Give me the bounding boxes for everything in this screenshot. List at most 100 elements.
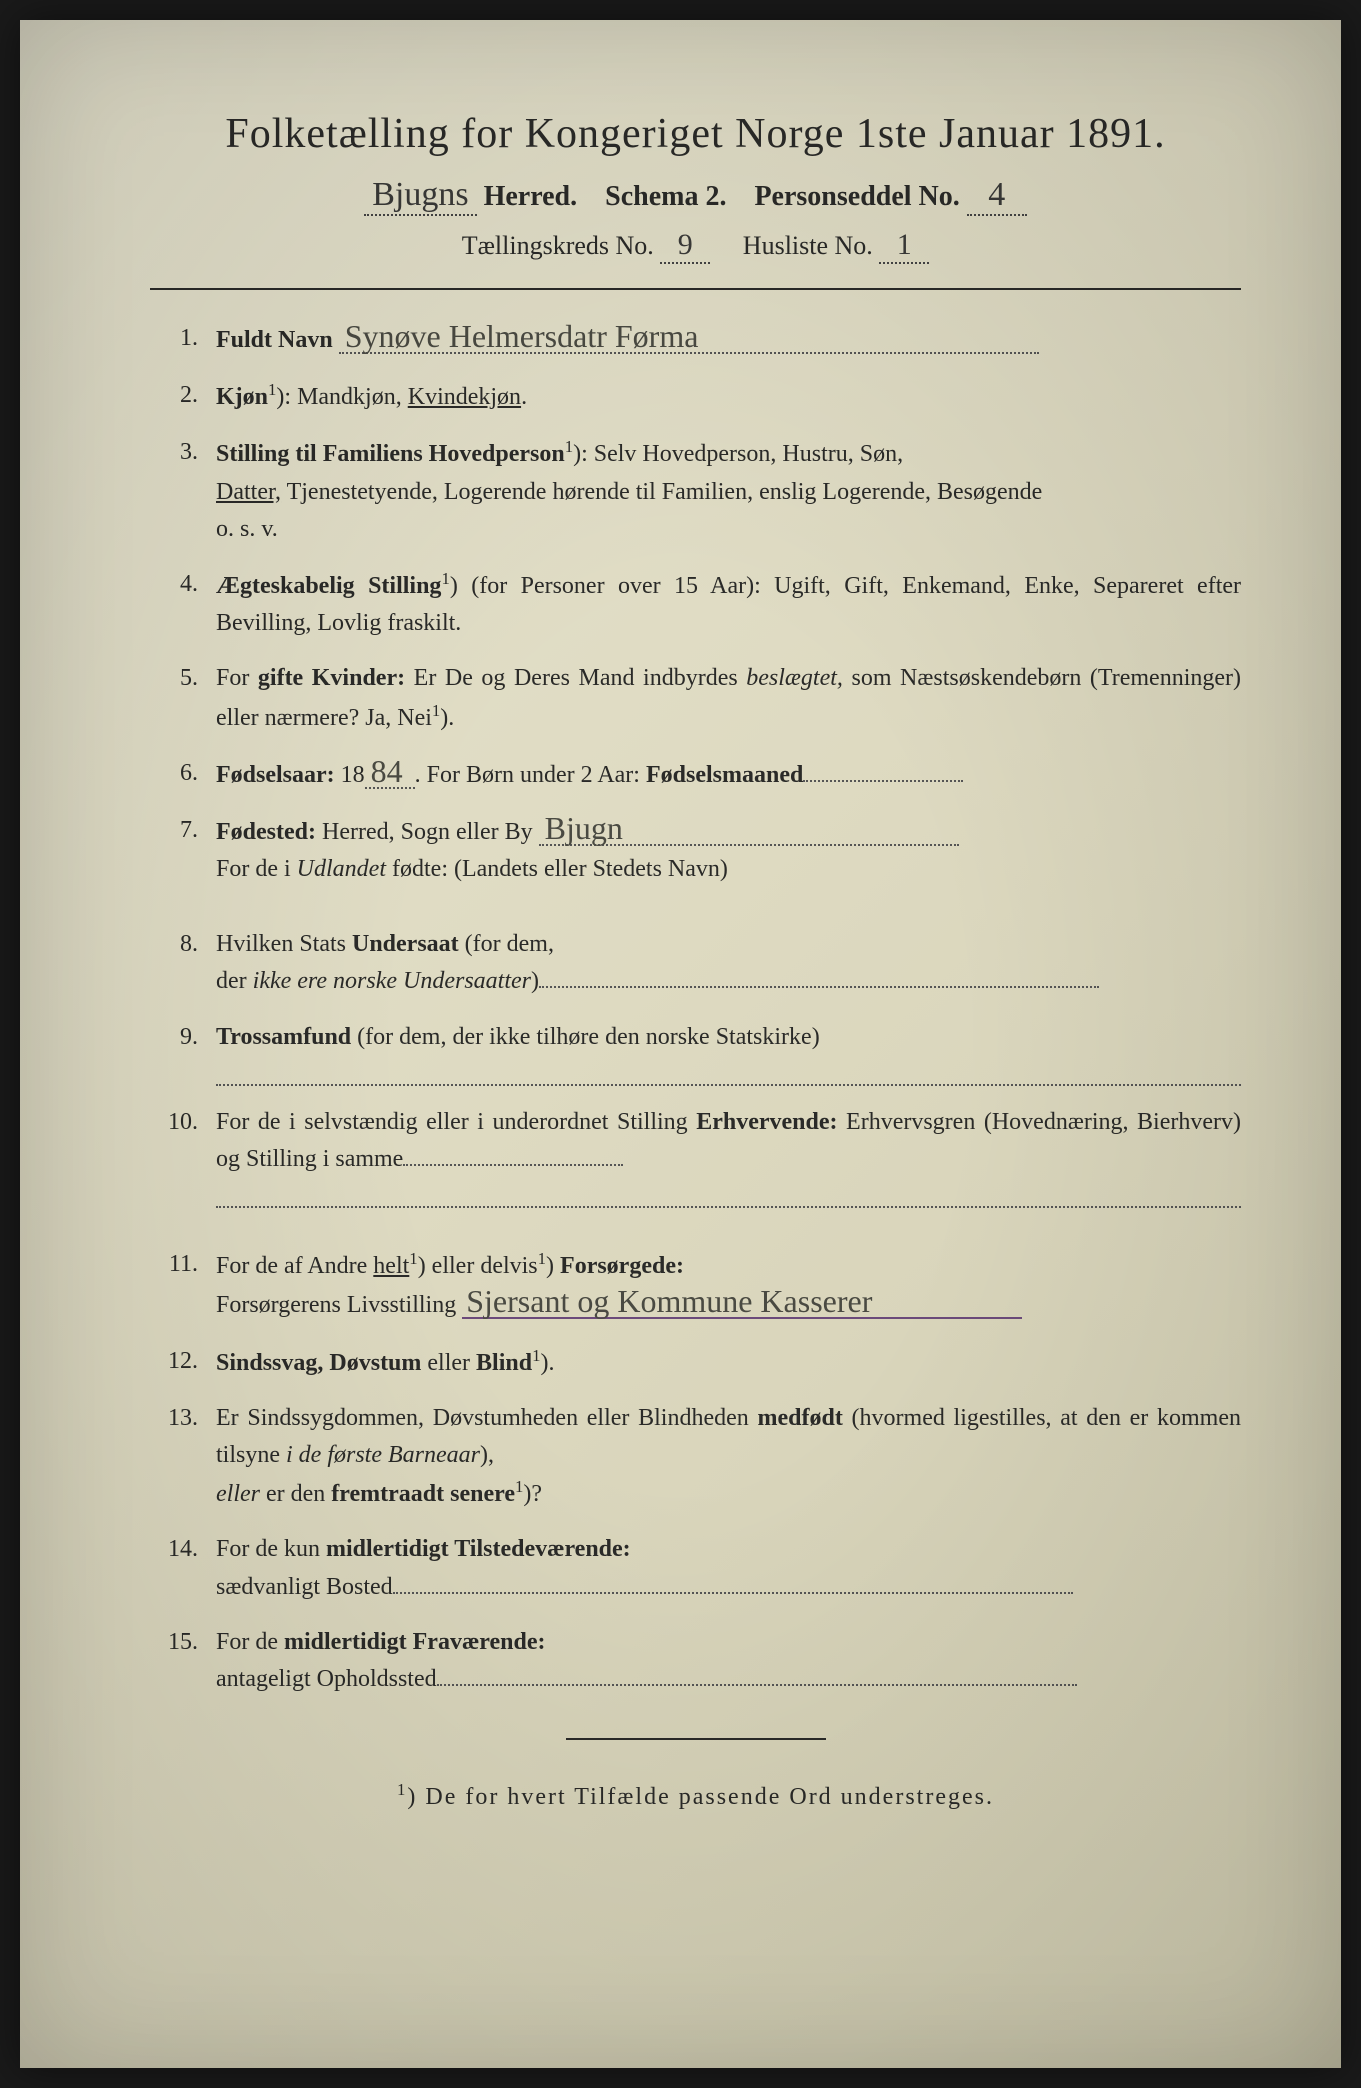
- item-5: 5. For gifte Kvinder: Er De og Deres Man…: [160, 660, 1241, 736]
- item-7-value: Bjugn: [539, 812, 959, 846]
- item-8-text3: der: [216, 968, 253, 994]
- footnote-text: ) De for hvert Tilfælde passende Ord und…: [407, 1784, 994, 1810]
- item-6-year-prefix: 18: [335, 762, 365, 788]
- item-15-blank: [437, 1662, 1077, 1686]
- item-8-text1: Hvilken Stats: [216, 931, 352, 957]
- item-8-after: ): [531, 968, 539, 994]
- item-13-label: medfødt: [758, 1405, 843, 1431]
- item-1-body: Fuldt Navn Synøve Helmersdatr Førma: [216, 320, 1241, 359]
- item-2-text: ): Mandkjøn,: [276, 384, 407, 410]
- item-13-after: )?: [523, 1481, 542, 1507]
- item-14-body: For de kun midlertidigt Tilstedeværende:…: [216, 1531, 1241, 1605]
- item-13-num: 13.: [160, 1400, 216, 1514]
- item-11-text3: ): [546, 1253, 560, 1279]
- item-3-text3: o. s. v.: [216, 516, 278, 542]
- item-6-body: Fødselsaar: 1884. For Børn under 2 Aar: …: [216, 755, 1241, 794]
- item-12-text1: eller: [421, 1350, 476, 1376]
- form-items: 1. Fuldt Navn Synøve Helmersdatr Førma 2…: [150, 320, 1241, 1698]
- husliste-no: 1: [879, 228, 929, 264]
- item-7-text3: fødte: (Landets eller Stedets Navn): [386, 856, 728, 882]
- header-row-1: Bjugns Herred. Schema 2. Personseddel No…: [150, 176, 1241, 216]
- item-13-italic1: i de første Barneaar: [286, 1442, 480, 1468]
- item-5-before: For: [216, 665, 258, 691]
- item-7-num: 7.: [160, 812, 216, 888]
- personseddel-label: Personseddel No.: [754, 181, 959, 212]
- husliste-label: Husliste No.: [743, 231, 873, 260]
- item-8-label: Undersaat: [352, 931, 459, 957]
- item-5-text1: Er De og Deres Mand indbyrdes: [405, 665, 746, 691]
- item-15-body: For de midlertidigt Fraværende: antageli…: [216, 1624, 1241, 1698]
- item-13-text4: er den: [260, 1481, 331, 1507]
- item-12-num: 12.: [160, 1343, 216, 1382]
- item-2-label: Kjøn: [216, 384, 268, 410]
- item-8-body: Hvilken Stats Undersaat (for dem, der ik…: [216, 926, 1241, 1000]
- kreds-label: Tællingskreds No.: [462, 231, 654, 260]
- item-14-text2: sædvanligt Bosted: [216, 1574, 393, 1600]
- item-9-num: 9.: [160, 1019, 216, 1086]
- item-14: 14. For de kun midlertidigt Tilstedevære…: [160, 1531, 1241, 1605]
- item-9-body: Trossamfund (for dem, der ikke tilhøre d…: [216, 1019, 1241, 1086]
- item-11-sup1: 1: [409, 1249, 417, 1268]
- item-13-label2: fremtraadt senere: [331, 1481, 515, 1507]
- item-3-text2: Tjenestetyende, Logerende hørende til Fa…: [281, 479, 1042, 505]
- item-2-num: 2.: [160, 377, 216, 416]
- schema-label: Schema 2.: [605, 181, 726, 212]
- item-11-text2: ) eller delvis: [418, 1253, 538, 1279]
- item-5-after: ).: [440, 705, 454, 731]
- herred-label: Herred.: [484, 181, 578, 212]
- footnote-sup: 1: [397, 1780, 407, 1799]
- item-2-after: .: [521, 384, 527, 410]
- item-13-body: Er Sindssygdommen, Døvstumheden eller Bl…: [216, 1400, 1241, 1514]
- personseddel-no: 4: [967, 176, 1027, 216]
- item-9-blank: [216, 1062, 1241, 1086]
- spacer-10-11: [160, 1226, 1241, 1246]
- item-6-label2: Fødselsmaaned: [646, 762, 803, 788]
- item-10-body: For de i selvstændig eller i underordnet…: [216, 1104, 1241, 1208]
- item-7-body: Fødested: Herred, Sogn eller By Bjugn Fo…: [216, 812, 1241, 888]
- item-8-text2: (for dem,: [459, 931, 554, 957]
- item-11-num: 11.: [160, 1246, 216, 1324]
- item-8-italic: ikke ere norske Undersaatter: [253, 968, 531, 994]
- item-13-text1: Er Sindssygdommen, Døvstumheden eller Bl…: [216, 1405, 758, 1431]
- item-5-body: For gifte Kvinder: Er De og Deres Mand i…: [216, 660, 1241, 736]
- item-5-italic1: beslægtet,: [746, 665, 843, 691]
- item-11-text4: Forsørgerens Livsstilling: [216, 1292, 456, 1318]
- item-1-label: Fuldt Navn: [216, 327, 333, 353]
- item-11: 11. For de af Andre helt1) eller delvis1…: [160, 1246, 1241, 1324]
- item-4-sup: 1: [441, 569, 449, 588]
- footnote: 1) De for hvert Tilfælde passende Ord un…: [150, 1780, 1241, 1811]
- item-3-sup: 1: [565, 437, 573, 456]
- item-3-underlined: Datter,: [216, 479, 281, 505]
- item-10-blank1: [403, 1142, 623, 1166]
- item-5-label: gifte Kvinder:: [258, 665, 405, 691]
- item-9-label: Trossamfund: [216, 1024, 351, 1050]
- item-15-text2: antageligt Opholdssted: [216, 1666, 437, 1692]
- item-3-label: Stilling til Familiens Hovedperson: [216, 441, 565, 467]
- page-title: Folketælling for Kongeriget Norge 1ste J…: [150, 110, 1241, 158]
- item-9: 9. Trossamfund (for dem, der ikke tilhør…: [160, 1019, 1241, 1086]
- item-4-body: Ægteskabelig Stilling1) (for Personer ov…: [216, 566, 1241, 642]
- item-11-label: Forsørgede:: [560, 1253, 684, 1279]
- item-8-blank: [539, 964, 1099, 988]
- item-1-num: 1.: [160, 320, 216, 359]
- item-10: 10. For de i selvstændig eller i underor…: [160, 1104, 1241, 1208]
- item-12-label: Sindssvag, Døvstum: [216, 1350, 421, 1376]
- item-6-text2: . For Børn under 2 Aar:: [415, 762, 646, 788]
- item-4-num: 4.: [160, 566, 216, 642]
- item-2-body: Kjøn1): Mandkjøn, Kvindekjøn.: [216, 377, 1241, 416]
- item-10-label: Erhvervende:: [696, 1109, 837, 1135]
- item-7-text2: For de i: [216, 856, 297, 882]
- item-3: 3. Stilling til Familiens Hovedperson1):…: [160, 434, 1241, 548]
- item-6-year: 84: [365, 755, 415, 789]
- item-7-text1: Herred, Sogn eller By: [316, 819, 533, 845]
- census-form-page: Folketælling for Kongeriget Norge 1ste J…: [20, 20, 1341, 2068]
- item-5-num: 5.: [160, 660, 216, 736]
- item-11-value: Sjersant og Kommune Kasserer: [462, 1285, 1022, 1319]
- item-15-num: 15.: [160, 1624, 216, 1698]
- herred-value: Bjugns: [364, 176, 476, 216]
- item-14-text1: For de kun: [216, 1536, 326, 1562]
- item-11-body: For de af Andre helt1) eller delvis1) Fo…: [216, 1246, 1241, 1324]
- divider-bottom: [566, 1738, 826, 1740]
- item-4: 4. Ægteskabelig Stilling1) (for Personer…: [160, 566, 1241, 642]
- item-4-label: Ægteskabelig Stilling: [216, 573, 441, 599]
